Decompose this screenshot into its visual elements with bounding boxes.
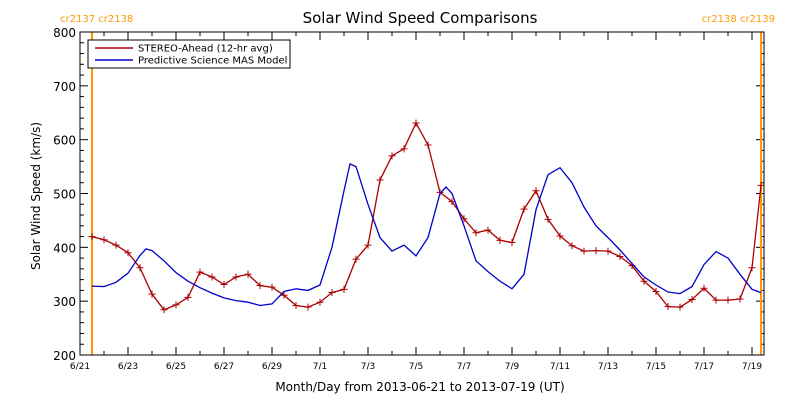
data-point-marker [244,270,252,278]
data-point-marker [232,273,240,281]
y-tick-label: 800 [53,26,76,40]
data-point-marker [712,296,720,304]
y-tick-label: 300 [53,295,76,309]
legend-box [87,39,291,69]
data-point-marker [604,247,612,255]
data-point-marker [316,298,324,306]
data-point-marker [364,241,372,249]
data-point-marker [280,291,288,299]
y-tick-label: 600 [53,134,76,148]
x-tick-label: 7/11 [550,362,570,372]
data-point-marker [112,241,120,249]
x-tick-label: 7/9 [505,362,520,372]
data-point-marker [484,226,492,234]
x-tick-label: 6/21 [70,362,90,372]
data-point-marker [724,296,732,304]
data-point-marker [664,303,672,311]
data-point-marker [376,176,384,184]
data-point-marker [424,141,432,149]
x-tick-label: 7/13 [598,362,618,372]
series-line-2 [91,162,762,307]
data-point-marker [148,290,156,298]
carrington-markers: cr2137 cr2138 cr2138 cr2139 [60,14,775,355]
data-point-marker [496,236,504,244]
plot-frame [79,31,765,356]
data-point-marker [736,295,744,303]
x-tick-label: 6/23 [118,362,138,372]
data-point-marker [292,301,300,309]
legend-entry: STEREO-Ahead (12-hr avg) [138,44,273,55]
data-point-marker [256,282,264,290]
data-point-marker [196,268,204,276]
x-tick-label: 7/1 [313,362,327,372]
y-tick-label: 400 [53,241,76,255]
x-tick-label: 7/3 [361,362,375,372]
data-point-marker [748,264,756,272]
data-point-marker [640,277,648,285]
y-tick-label: 200 [53,349,76,363]
axes: 200 300 400 500 600 700 800 6/21 6/23 6/25 6/27 6/2… [53,26,764,372]
x-tick-label: 6/27 [214,362,234,372]
y-axis-label: Solar Wind Speed (km/s) [29,122,43,270]
data-point-marker [700,284,708,292]
carrington-marker-label: cr2138 cr2139 [702,14,775,25]
data-point-marker [208,273,216,281]
data-point-marker [268,283,276,291]
data-point-marker [676,303,684,311]
data-point-marker [616,252,624,260]
x-tick-label: 7/19 [742,362,762,372]
data-point-marker [580,247,588,255]
data-point-marker [472,229,480,237]
x-tick-label: 7/17 [694,362,714,372]
legend: STEREO-Ahead (12-hr avg)Predictive Scien… [87,39,291,69]
legend-entry: Predictive Science MAS Model [138,56,287,67]
data-point-marker [412,119,420,127]
data-point-marker [520,205,528,213]
y-tick-label: 500 [53,188,76,202]
data-point-marker [124,249,132,257]
data-point-marker [388,152,396,160]
data-point-marker [160,306,168,314]
data-point-marker [532,187,540,195]
data-point-marker [568,242,576,250]
series-group [88,119,765,314]
data-point-marker [400,145,408,153]
x-axis-label: Month/Day from 2013-06-21 to 2013-07-19 … [275,380,564,394]
data-point-marker [652,287,660,295]
data-point-marker [352,255,360,263]
data-point-marker [544,215,552,223]
x-tick-label: 6/25 [166,362,186,372]
data-point-marker [136,264,144,272]
data-point-marker [184,293,192,301]
x-tick-label: 7/5 [409,362,423,372]
data-point-marker [220,280,228,288]
data-point-marker [328,289,336,297]
data-point-marker [172,301,180,309]
chart-title: Solar Wind Speed Comparisons [303,9,538,27]
y-tick-label: 700 [53,80,76,94]
carrington-marker-label: cr2137 cr2138 [60,14,133,25]
x-tick-label: 7/15 [646,362,666,372]
data-point-marker [88,233,96,241]
x-tick-label: 7/7 [457,362,471,372]
data-point-marker [592,247,600,255]
data-point-marker [340,285,348,293]
x-tick-label: 6/29 [262,362,282,372]
data-point-marker [508,238,516,246]
data-point-marker [304,303,312,311]
data-point-marker [688,296,696,304]
data-point-marker [556,232,564,240]
data-point-marker [100,236,108,244]
data-point-marker [757,181,765,189]
